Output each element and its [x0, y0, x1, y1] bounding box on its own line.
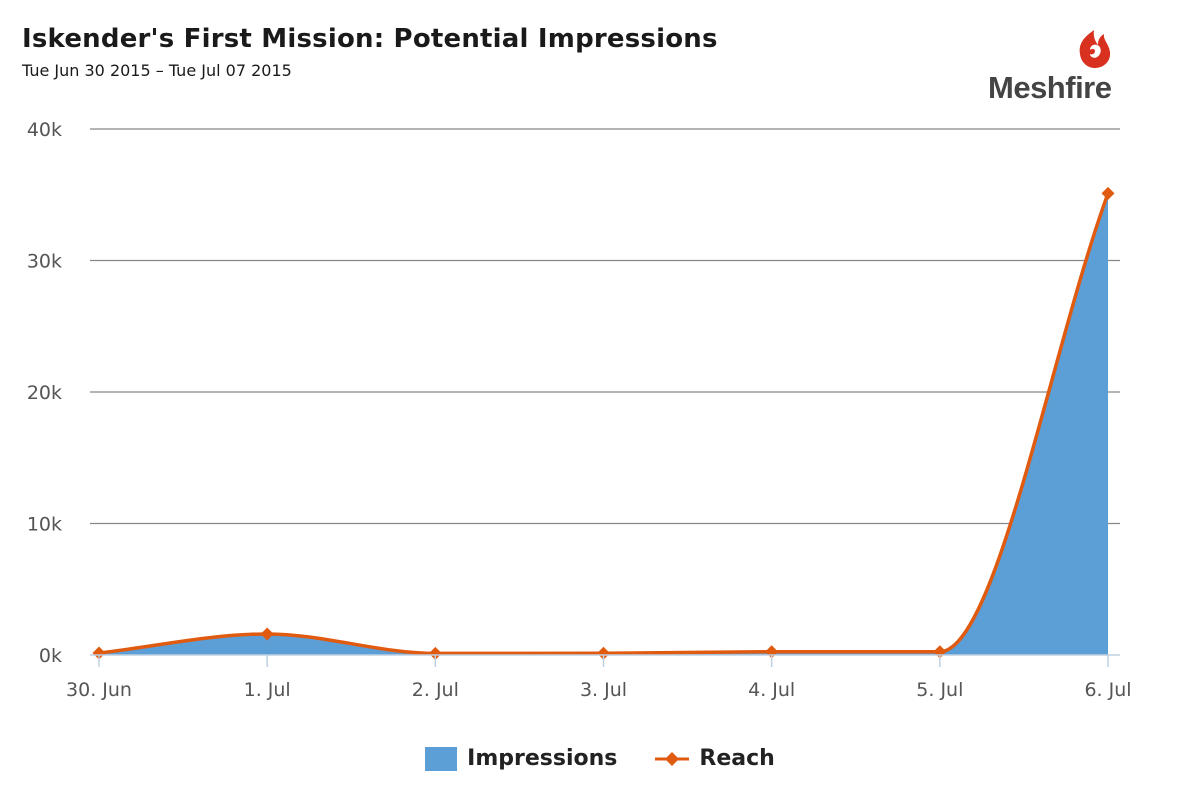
logo-wordmark: Meshfire	[988, 70, 1112, 105]
y-tick-label: 40k	[27, 119, 62, 141]
x-tick-label: 5. Jul	[916, 679, 963, 701]
reach-point[interactable]	[428, 646, 442, 660]
y-tick-label: 10k	[27, 514, 62, 536]
legend-item-reach[interactable]: Reach	[655, 746, 775, 771]
reach-point[interactable]	[1101, 186, 1115, 200]
reach-point[interactable]	[92, 646, 106, 660]
meshfire-logo: Meshfire	[984, 26, 1134, 108]
legend-item-impressions[interactable]: Impressions	[425, 746, 617, 771]
reach-markers	[92, 186, 1115, 660]
y-tick-label: 30k	[27, 251, 62, 273]
gridlines	[90, 128, 1120, 525]
flame-icon	[1079, 30, 1111, 68]
x-tick-label: 3. Jul	[580, 679, 627, 701]
x-tick-label: 6. Jul	[1084, 679, 1131, 701]
x-tick-label: 2. Jul	[412, 679, 459, 701]
area-chart: 30. Jun 1. Jul 2. Jul 3. Jul 4. Jul 5. Jul 6. …	[27, 119, 1132, 701]
reach-point[interactable]	[597, 646, 610, 660]
y-axis: 0k 10k 20k 30k 40k	[27, 119, 62, 667]
chart-title: Iskender's First Mission: Potential Impr…	[22, 24, 718, 54]
y-tick-label: 20k	[27, 382, 62, 404]
x-tick-label: 30. Jun	[66, 679, 132, 701]
reach-point[interactable]	[260, 627, 274, 641]
impressions-area	[99, 194, 1108, 655]
impressions-area-layer	[99, 194, 1108, 655]
legend-label-reach: Reach	[699, 746, 775, 771]
x-tick-label: 4. Jul	[748, 679, 795, 701]
x-tick-label: 1. Jul	[244, 679, 291, 701]
legend-label-impressions: Impressions	[467, 746, 618, 771]
y-tick-label: 0k	[39, 645, 62, 667]
reach-line-layer	[98, 192, 1110, 656]
x-axis: 30. Jun 1. Jul 2. Jul 3. Jul 4. Jul 5. Jul 6. …	[66, 654, 1132, 701]
chart-subtitle: Tue Jun 30 2015 – Tue Jul 07 2015	[22, 61, 292, 80]
reach-swatch	[655, 751, 690, 766]
impressions-swatch	[425, 746, 458, 771]
legend: Impressions Reach	[0, 746, 1200, 771]
reach-line	[98, 192, 1110, 656]
